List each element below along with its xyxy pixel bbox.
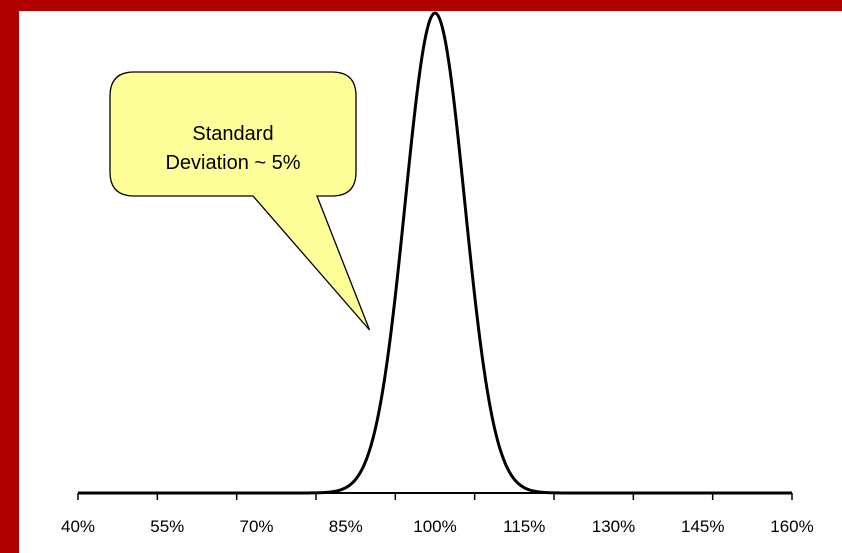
x-axis-ticks: 40% 55% 70% 85% 100% 115% 130% 145% 160% [61, 493, 814, 536]
x-tick-label: 85% [329, 517, 363, 536]
frame-left-bar [0, 0, 19, 553]
callout-bubble [109, 71, 371, 331]
callout-line-1: Standard [192, 123, 273, 145]
x-tick-label: 160% [770, 517, 813, 536]
frame-top-bar [0, 0, 842, 11]
callout-line-2: Deviation ~ 5% [165, 152, 300, 174]
x-tick-label: 100% [413, 517, 456, 536]
x-tick-label: 40% [61, 517, 95, 536]
x-tick-label: 130% [592, 517, 635, 536]
callout: Standard Deviation ~ 5% [109, 71, 371, 331]
x-tick-label: 145% [681, 517, 724, 536]
x-tick-label: 55% [150, 517, 184, 536]
x-tick-label: 70% [239, 517, 273, 536]
x-tick-label: 115% [503, 517, 545, 536]
